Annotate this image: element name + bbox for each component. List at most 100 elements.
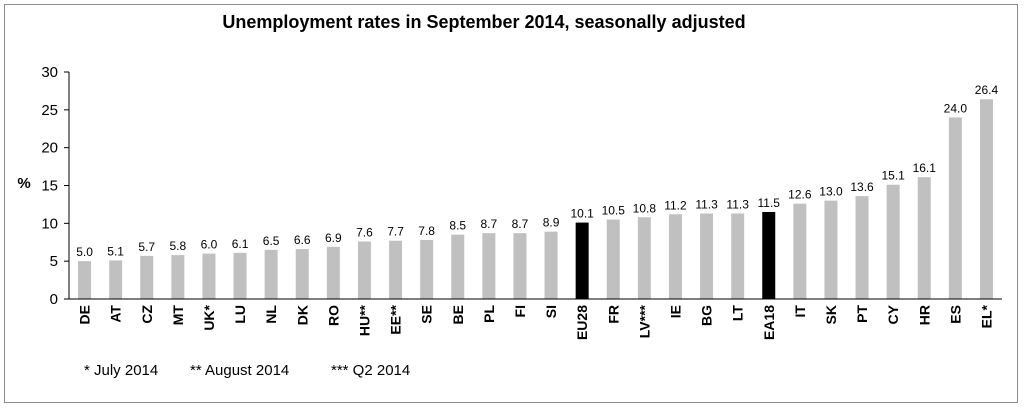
x-tick-label: FR [605, 305, 621, 324]
data-label: 8.7 [512, 217, 529, 231]
bar [482, 233, 496, 299]
data-label: 5.7 [138, 240, 155, 254]
data-label: 6.6 [294, 233, 311, 247]
bar [824, 200, 838, 299]
y-tick-label: 25 [41, 102, 58, 119]
x-axis: DE AT CZ MT UK* LU NL DK RO HU** EE** SE BE PL FI SI EU2… [69, 298, 1002, 340]
bar [326, 246, 340, 299]
x-tick-label: LV*** [636, 304, 652, 338]
data-label: 5.8 [170, 239, 187, 253]
data-label: 10.1 [570, 207, 594, 221]
data-label: 11.2 [664, 198, 687, 212]
x-tick-label: HU** [356, 304, 372, 336]
data-label: 10.8 [633, 201, 657, 215]
y-axis-label: % [17, 175, 30, 192]
x-tick-label: UK* [201, 304, 217, 330]
x-tick-label: SE [419, 305, 435, 324]
bar [637, 217, 651, 299]
bar [357, 241, 371, 299]
x-tick-label: ES [947, 305, 963, 324]
bar [575, 222, 589, 299]
data-label: 26.4 [975, 83, 999, 97]
data-label: 13.0 [819, 185, 843, 199]
data-label: 6.0 [201, 238, 218, 252]
x-tick-label: HR [916, 305, 932, 325]
bar [700, 213, 714, 299]
bar [78, 261, 92, 299]
data-label: 7.8 [418, 224, 435, 238]
bars: 5.0 5.1 5.7 5.8 6.0 6.1 6.5 6.6 6.9 7.6 7.7 7.8 8.5 8… [76, 83, 999, 300]
x-tick-label: BE [450, 305, 466, 324]
x-tick-label: LU [232, 305, 248, 324]
data-label: 11.3 [726, 197, 749, 211]
data-label: 5.1 [107, 244, 124, 258]
x-tick-label: RO [325, 305, 341, 326]
bar [731, 213, 745, 299]
x-tick-label: NL [263, 305, 279, 324]
footnote: * July 2014 [84, 362, 158, 379]
x-tick-label: IE [667, 305, 683, 318]
data-label: 15.1 [881, 169, 905, 183]
chart-title: Unemployment rates in September 2014, se… [222, 12, 745, 32]
y-tick-label: 5 [50, 253, 58, 270]
data-label: 10.5 [602, 204, 626, 218]
bar [202, 253, 216, 299]
bar [420, 239, 434, 299]
data-label: 12.6 [788, 188, 812, 202]
data-label: 6.5 [263, 234, 280, 248]
bar [389, 240, 403, 299]
bar [233, 252, 247, 299]
bar [855, 196, 869, 299]
bar [793, 203, 807, 299]
data-label: 13.6 [850, 180, 874, 194]
bar [109, 260, 123, 299]
x-tick-label: AT [108, 305, 124, 323]
bar [513, 233, 527, 299]
bar [544, 231, 558, 299]
data-label: 7.6 [356, 225, 373, 239]
x-tick-label: LT [730, 305, 746, 322]
data-label: 6.9 [325, 231, 342, 245]
x-tick-label: EA18 [761, 305, 777, 340]
x-tick-label: CZ [139, 305, 155, 324]
x-tick-label: EL* [978, 304, 994, 328]
y-tick-label: 10 [41, 215, 58, 232]
footnotes: * July 2014 ** August 2014 *** Q2 2014 [84, 362, 410, 379]
x-tick-label: CY [885, 304, 901, 324]
bar [886, 184, 900, 299]
bar [451, 234, 465, 299]
bar [948, 117, 962, 300]
y-tick-label: 0 [50, 291, 58, 308]
y-tick-label: 30 [41, 64, 58, 81]
x-tick-label: MT [170, 305, 186, 326]
data-label: 6.1 [232, 237, 249, 251]
data-label: 8.5 [449, 219, 466, 233]
bar [606, 219, 620, 299]
x-tick-label: DK [294, 305, 310, 325]
x-tick-label: EE** [388, 304, 404, 334]
y-tick-label: 20 [41, 140, 58, 157]
data-label: 8.9 [543, 216, 560, 230]
bar [917, 177, 931, 299]
bar [762, 211, 776, 299]
bar [140, 255, 154, 299]
x-tick-label: FI [512, 305, 528, 317]
bar [979, 99, 993, 300]
bar [668, 214, 682, 299]
data-label: 7.7 [387, 225, 404, 239]
x-tick-label: SK [823, 305, 839, 324]
data-label: 16.1 [913, 161, 937, 175]
x-tick-label: PT [854, 305, 870, 323]
x-tick-label: EU28 [574, 305, 590, 340]
data-label: 11.5 [758, 196, 781, 210]
bar [171, 255, 185, 299]
x-tick-label: SI [543, 305, 559, 318]
y-tick-label: 15 [41, 178, 58, 195]
chart-frame [4, 4, 1018, 403]
footnote: *** Q2 2014 [331, 362, 410, 379]
data-label: 5.0 [76, 245, 93, 259]
x-tick-label: PL [481, 305, 497, 323]
data-label: 24.0 [944, 101, 968, 115]
bar [295, 249, 309, 299]
